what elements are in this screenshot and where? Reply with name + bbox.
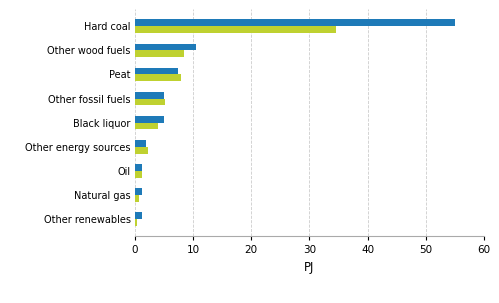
Bar — [135, 219, 137, 226]
Bar — [135, 212, 142, 219]
Bar — [135, 140, 146, 147]
Bar — [135, 171, 142, 178]
Bar — [135, 50, 184, 57]
Bar — [135, 26, 335, 33]
Bar — [135, 98, 165, 105]
Bar — [135, 164, 142, 171]
Bar — [135, 147, 148, 154]
Bar — [135, 19, 455, 26]
Bar — [135, 44, 196, 50]
Bar — [135, 68, 179, 75]
Bar — [135, 195, 139, 202]
Bar — [135, 123, 158, 129]
Bar — [135, 92, 164, 98]
Bar — [135, 75, 181, 81]
X-axis label: PJ: PJ — [304, 261, 314, 274]
Bar — [135, 116, 164, 123]
Bar — [135, 188, 142, 195]
